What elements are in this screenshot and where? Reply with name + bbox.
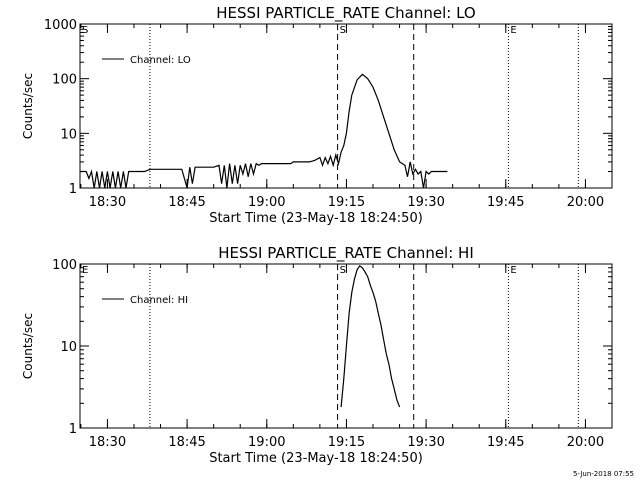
- chart-0-xlabel: Start Time (23-May-18 18:24:50): [209, 211, 423, 226]
- chart-0-ylabel: Counts/sec: [21, 73, 35, 139]
- chart-1-x-tick-label: 20:00: [567, 435, 604, 450]
- chart-0-marker-label: S: [82, 25, 88, 36]
- chart-0-x-tick-label: 18:45: [168, 195, 205, 210]
- chart-1-x-tick-label: 19:45: [487, 435, 524, 450]
- chart-0-x-tick-label: 19:15: [328, 195, 365, 210]
- chart-0-y-tick-label: 1000: [44, 18, 77, 33]
- chart-1-y-tick-label: 10: [60, 340, 77, 355]
- chart-0-marker-label: S: [340, 25, 346, 36]
- chart-1-marker-label: E: [82, 265, 88, 276]
- chart-1-y-tick-label: 1: [69, 422, 77, 437]
- chart-0-y-tick-label: 100: [52, 73, 77, 88]
- chart-0-x-tick-label: 20:00: [567, 195, 604, 210]
- chart-1-xlabel: Start Time (23-May-18 18:24:50): [209, 451, 423, 466]
- chart-1-series-0-line: [340, 264, 401, 408]
- chart-1-x-tick-label: 19:30: [407, 435, 444, 450]
- chart-1-x-tick-label: 19:15: [328, 435, 365, 450]
- chart-0-y-tick-label: 10: [60, 127, 77, 142]
- chart-0-marker-label: E: [510, 25, 516, 36]
- chart-0-y-tick-label: 1: [69, 182, 77, 197]
- chart-1-title: HESSI PARTICLE_RATE Channel: HI: [218, 244, 474, 263]
- chart-1-y-tick-label: 100: [52, 258, 77, 273]
- chart-0-x-tick-label: 18:30: [89, 195, 126, 210]
- chart-0-title: HESSI PARTICLE_RATE Channel: LO: [216, 4, 475, 23]
- chart-0-series-0-line: [80, 73, 448, 189]
- chart-1-marker-label: E: [510, 265, 516, 276]
- chart-1-x-tick-label: 19:00: [248, 435, 285, 450]
- chart-1-x-tick-label: 18:30: [89, 435, 126, 450]
- chart-0-x-tick-label: 19:45: [487, 195, 524, 210]
- footer-stamp: 5-Jun-2018 07:55: [572, 470, 634, 478]
- chart-1-marker-label: S: [340, 265, 346, 276]
- chart-1-ylabel: Counts/sec: [21, 313, 35, 379]
- chart-0-x-tick-label: 19:00: [248, 195, 285, 210]
- chart-0-frame: [79, 23, 613, 189]
- chart-1-legend-entry: Channel: HI: [130, 295, 188, 306]
- chart-1-x-tick-label: 18:45: [168, 435, 205, 450]
- chart-0-x-tick-label: 19:30: [407, 195, 444, 210]
- chart-0-legend-entry: Channel: LO: [130, 55, 191, 66]
